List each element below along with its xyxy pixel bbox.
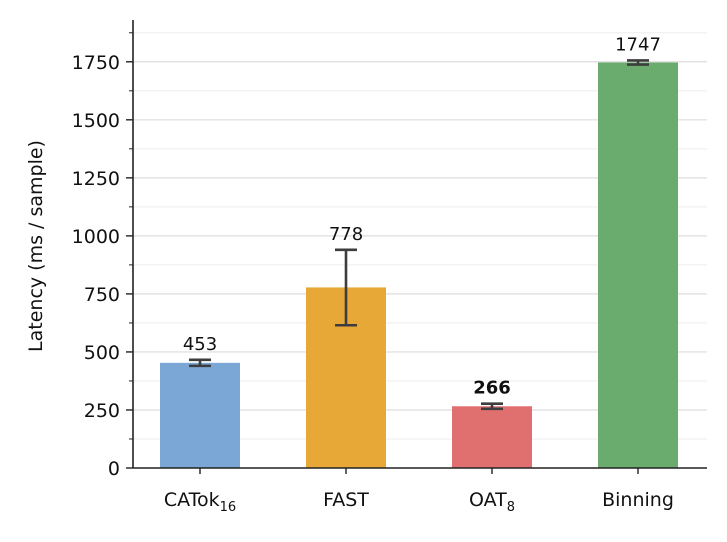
value-label-fast: 778 <box>329 224 363 245</box>
x-tick-label-binning: Binning <box>602 489 674 511</box>
axes-layer <box>126 20 707 474</box>
y-tick-label: 1250 <box>72 168 120 190</box>
bars-layer <box>160 62 678 468</box>
y-tick-label: 1000 <box>72 226 120 248</box>
bar-catok <box>160 362 240 468</box>
value-label-binning: 1747 <box>615 34 661 55</box>
bar-binning <box>598 62 678 468</box>
x-tick-label-oat: OAT8 <box>469 489 515 515</box>
bar-oat <box>452 406 532 468</box>
value-label-catok: 453 <box>183 334 217 355</box>
y-tick-label: 250 <box>84 400 120 422</box>
x-tick-label-catok: CATok16 <box>164 489 236 515</box>
y-tick-label: 1750 <box>72 52 120 74</box>
error-bars-layer <box>189 59 649 411</box>
labels-layer: 0 250 500 750 1000 1250 1500 1750 453 CATok16 778 F… <box>72 34 674 515</box>
y-tick-label: 0 <box>108 458 120 480</box>
y-tick-label: 750 <box>84 284 120 306</box>
value-label-oat: 266 <box>473 378 511 399</box>
x-tick-label-fast: FAST <box>323 489 369 511</box>
y-axis-label: Latency (ms / sample) <box>25 140 47 352</box>
y-tick-label: 1500 <box>72 110 120 132</box>
y-tick-label: 500 <box>84 342 120 364</box>
